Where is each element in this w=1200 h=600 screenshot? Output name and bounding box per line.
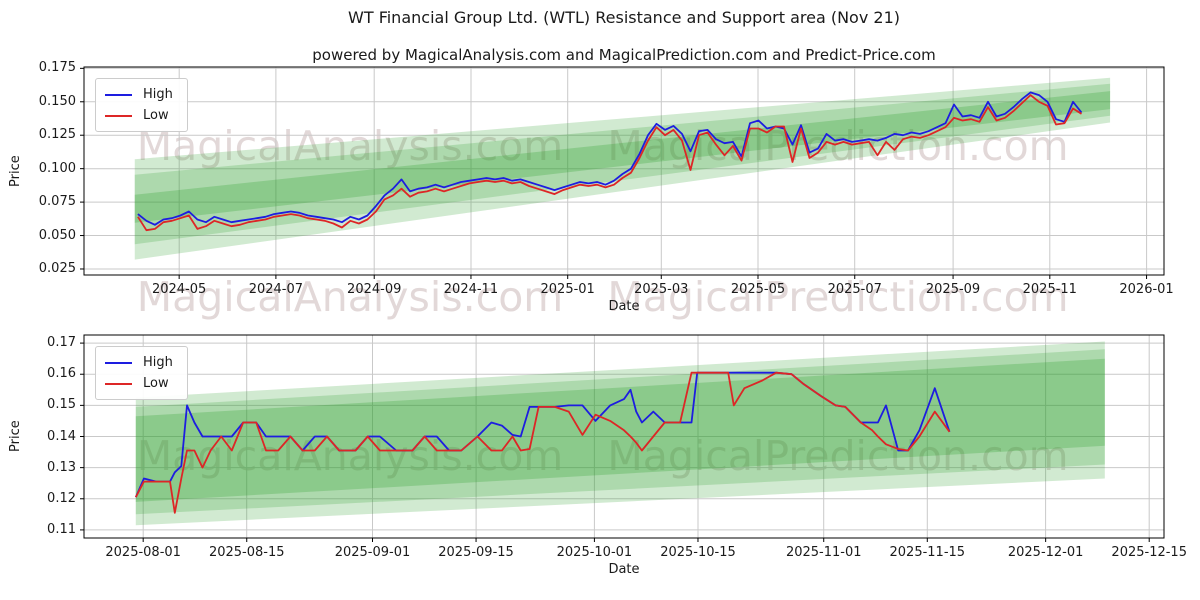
legend-label-high: High bbox=[143, 355, 173, 370]
watermark-magicalprediction: MagicalPrediction.com bbox=[607, 432, 1069, 480]
legend-item-high: High bbox=[105, 84, 173, 105]
page-title: WT Financial Group Ltd. (WTL) Resistance… bbox=[348, 8, 900, 27]
legend-item-high: High bbox=[105, 352, 173, 373]
legend-recent: High Low bbox=[95, 346, 188, 400]
x-axis-label-date: Date bbox=[608, 562, 640, 577]
legend-label-high: High bbox=[143, 87, 173, 102]
low-line-swatch bbox=[105, 382, 132, 385]
legend-label-low: Low bbox=[143, 376, 169, 391]
x-axis-label-date: Date bbox=[608, 299, 640, 314]
legend-item-low: Low bbox=[105, 373, 173, 394]
watermark-magicalprediction: MagicalPrediction.com bbox=[607, 273, 1069, 321]
recent-price-chart bbox=[84, 335, 1164, 538]
legend-item-low: Low bbox=[105, 105, 173, 126]
high-line-swatch bbox=[105, 361, 132, 364]
y-axis-label-price: Price bbox=[8, 155, 23, 187]
high-line-swatch bbox=[105, 93, 132, 96]
y-axis-label-price: Price bbox=[8, 420, 23, 452]
low-line-swatch bbox=[105, 114, 132, 117]
long-term-price-chart bbox=[84, 67, 1164, 275]
watermark-magicalanalysis: MagicalAnalysis.com bbox=[136, 122, 564, 170]
legend-long-term: High Low bbox=[95, 78, 188, 132]
legend-label-low: Low bbox=[143, 108, 169, 123]
page-subtitle: powered by MagicalAnalysis.com and Magic… bbox=[312, 46, 936, 64]
watermark-magicalanalysis: MagicalAnalysis.com bbox=[136, 273, 564, 321]
